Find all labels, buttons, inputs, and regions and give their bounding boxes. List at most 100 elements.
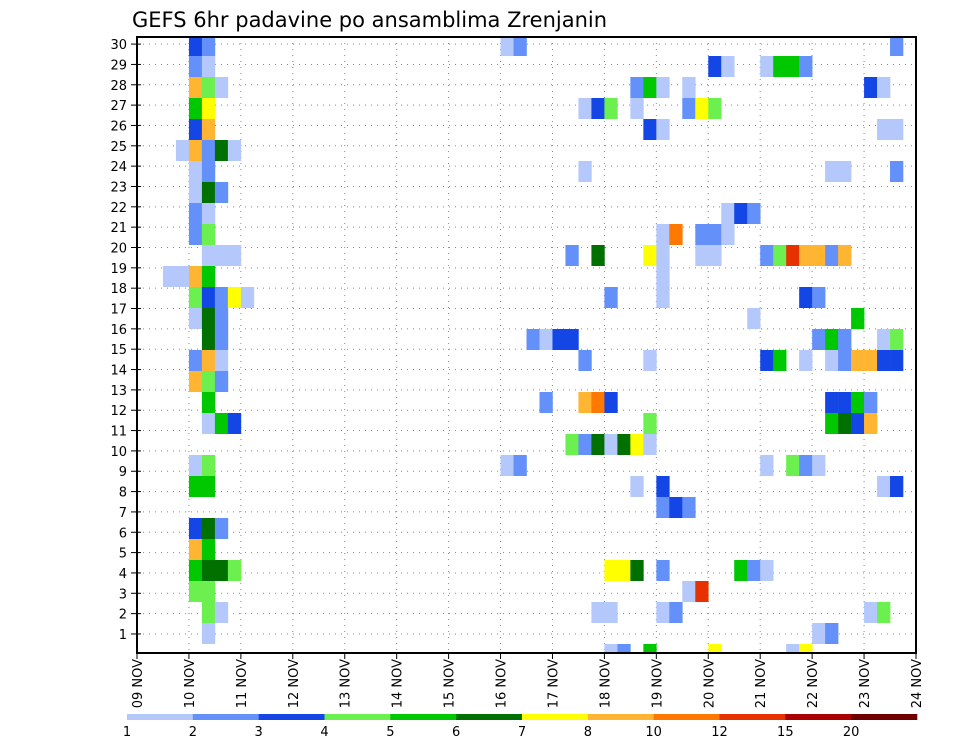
colorbar-label: 4 <box>320 725 328 740</box>
heatmap-cell <box>656 560 670 581</box>
heatmap-cell <box>656 224 670 245</box>
y-tick-label: 23 <box>110 180 127 195</box>
colorbar-swatch <box>390 714 457 720</box>
heatmap-cell <box>838 329 852 350</box>
heatmap-cell <box>201 413 216 434</box>
y-tick-label: 8 <box>119 486 127 501</box>
heatmap-cell <box>617 560 631 581</box>
heatmap-cell <box>500 455 514 476</box>
heatmap-cell <box>214 182 229 203</box>
x-tick-label: 10 NOV <box>183 659 198 708</box>
colorbar-label: 15 <box>777 725 794 740</box>
y-tick-label: 21 <box>110 221 127 236</box>
heatmap-cell <box>877 77 891 98</box>
heatmap-cell <box>864 392 878 413</box>
heatmap-cell <box>214 560 229 581</box>
heatmap-cell <box>682 497 696 518</box>
heatmap-cell <box>812 287 826 308</box>
heatmap-cell <box>227 140 242 161</box>
colorbar-swatch <box>258 714 325 720</box>
y-tick-label: 27 <box>110 99 127 114</box>
colorbar-label: 3 <box>255 725 263 740</box>
y-tick-label: 13 <box>110 384 127 399</box>
heatmap-cell <box>565 245 579 266</box>
heatmap-cell <box>799 455 813 476</box>
heatmap-cell <box>591 602 605 623</box>
heatmap-cell <box>708 644 722 653</box>
heatmap-cell <box>825 350 839 371</box>
heatmap-cell <box>760 245 774 266</box>
heatmap-cell <box>825 161 839 182</box>
heatmap-cell <box>643 350 657 371</box>
heatmap-cell <box>604 602 618 623</box>
heatmap-cell <box>188 581 203 602</box>
heatmap-cell <box>669 224 683 245</box>
y-tick-label: 16 <box>110 323 127 338</box>
heatmap-cell <box>864 602 878 623</box>
heatmap-cell <box>786 644 800 653</box>
heatmap-cell <box>656 287 670 308</box>
heatmap-cell <box>838 392 852 413</box>
heatmap-cell <box>500 37 514 56</box>
heatmap-cell <box>656 266 670 287</box>
heatmap-cell <box>188 560 203 581</box>
heatmap-cell <box>682 98 696 119</box>
heatmap-cell <box>760 455 774 476</box>
heatmap-cell <box>877 119 891 140</box>
y-tick-label: 12 <box>110 404 127 419</box>
heatmap-cell <box>552 329 566 350</box>
y-tick-label: 4 <box>119 567 127 582</box>
heatmap-cell <box>760 56 774 77</box>
heatmap-cell <box>877 602 891 623</box>
heatmap-cell <box>630 476 644 497</box>
heatmap-cell <box>214 518 229 539</box>
heatmap-cell <box>188 287 203 308</box>
x-tick-label: 09 NOV <box>131 659 146 708</box>
heatmap-cell <box>617 434 631 455</box>
y-tick-label: 24 <box>110 160 127 175</box>
heatmap-cell <box>825 245 839 266</box>
heatmap-cell <box>201 581 216 602</box>
x-tick-label: 19 NOV <box>650 659 665 708</box>
heatmap-cell <box>175 266 190 287</box>
heatmap-cell <box>734 560 748 581</box>
heatmap-cell <box>760 560 774 581</box>
heatmap-cell <box>721 224 735 245</box>
heatmap-cell <box>201 518 216 539</box>
heatmap-cell <box>838 413 852 434</box>
colorbar-swatch <box>456 714 523 720</box>
heatmap-cell <box>227 287 242 308</box>
colorbar-swatch <box>719 714 786 720</box>
heatmap-cell <box>188 161 203 182</box>
heatmap-cell <box>643 434 657 455</box>
heatmap-cell <box>773 350 787 371</box>
colorbar-swatch <box>785 714 852 720</box>
heatmap-cell <box>656 119 670 140</box>
heatmap-cell <box>188 266 203 287</box>
colorbar-label: 5 <box>386 725 394 740</box>
heatmap-cell <box>240 287 255 308</box>
heatmap-cell <box>656 602 670 623</box>
heatmap-cell <box>825 329 839 350</box>
heatmap-cell <box>760 350 774 371</box>
heatmap-cell <box>188 518 203 539</box>
heatmap-cell <box>214 413 229 434</box>
heatmap-cell <box>201 560 216 581</box>
colorbar-label: 1 <box>123 725 131 740</box>
heatmap-cell <box>695 224 709 245</box>
heatmap-cell <box>188 371 203 392</box>
heatmap-cell <box>656 476 670 497</box>
heatmap-cell <box>643 245 657 266</box>
y-tick-label: 3 <box>119 587 127 602</box>
heatmap-cell <box>201 224 216 245</box>
heatmap-cell <box>513 37 527 56</box>
y-tick-label: 26 <box>110 119 127 134</box>
heatmap-cell <box>643 644 657 653</box>
heatmap-cell <box>201 140 216 161</box>
heatmap-cell <box>188 455 203 476</box>
x-tick-label: 13 NOV <box>339 659 354 708</box>
heatmap-cell <box>708 56 722 77</box>
heatmap-cell <box>214 140 229 161</box>
y-tick-label: 17 <box>110 303 127 318</box>
heatmap-cell <box>877 329 891 350</box>
